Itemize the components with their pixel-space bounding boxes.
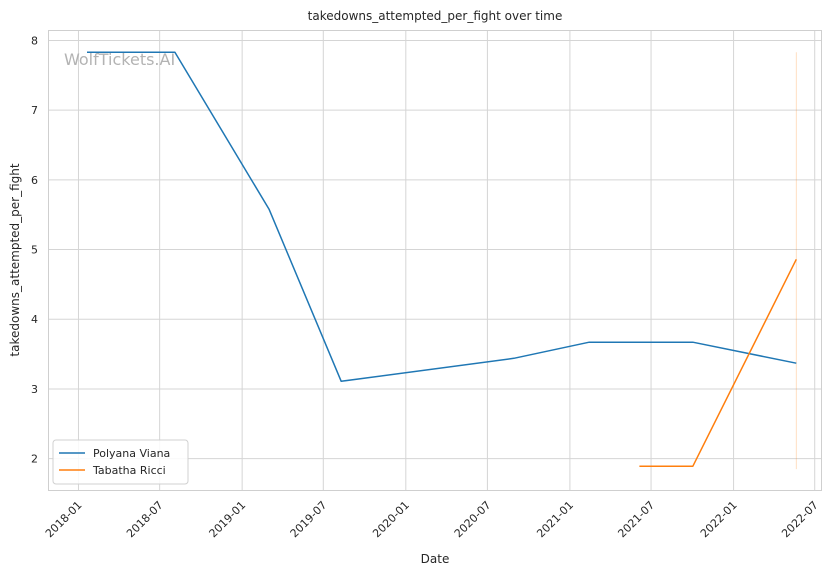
- legend-entry-label: Tabatha Ricci: [92, 464, 166, 477]
- y-tick-label: 3: [31, 383, 38, 396]
- y-tick-label: 7: [31, 104, 38, 117]
- x-tick-label: 2019-07: [288, 499, 330, 541]
- x-tick-label: 2018-01: [43, 499, 85, 541]
- y-tick-labels: 2 3 4 5 6 7 8: [31, 34, 38, 465]
- series-line: [639, 258, 797, 468]
- plot-frame: [48, 30, 822, 491]
- y-tick-label: 2: [31, 453, 38, 466]
- x-tick-label: 2019-01: [207, 499, 249, 541]
- y-tick-label: 4: [31, 313, 38, 326]
- y-tick-label: 8: [31, 34, 38, 47]
- y-axis-label: takedowns_attempted_per_fight: [8, 163, 22, 356]
- x-tick-label: 2020-01: [370, 499, 412, 541]
- x-tick-label: 2021-07: [615, 499, 657, 541]
- legend-entry-label: Polyana Viana: [93, 447, 170, 460]
- series-line: [87, 51, 797, 383]
- watermark: WolfTickets.AI: [64, 50, 175, 69]
- x-tick-label: 2020-07: [452, 499, 494, 541]
- y-tick-label: 5: [31, 244, 38, 257]
- series-lines: [87, 51, 797, 468]
- legend-box: [52, 439, 189, 485]
- x-axis-label: Date: [421, 552, 450, 566]
- x-tick-labels: 2018-01 2018-07 2019-01 2019-07 2020-01 2020-…: [43, 499, 821, 541]
- y-tick-label: 6: [31, 174, 38, 187]
- x-gridlines: [77, 30, 816, 490]
- x-tick-label: 2022-01: [698, 499, 740, 541]
- y-gridlines: [48, 39, 821, 460]
- x-tick-label: 2018-07: [124, 499, 166, 541]
- x-tick-label: 2022-07: [779, 499, 821, 541]
- legend: Polyana Viana Tabatha Ricci: [52, 439, 189, 485]
- chart-title: takedowns_attempted_per_fight over time: [308, 9, 563, 23]
- x-tick-label: 2021-01: [534, 499, 576, 541]
